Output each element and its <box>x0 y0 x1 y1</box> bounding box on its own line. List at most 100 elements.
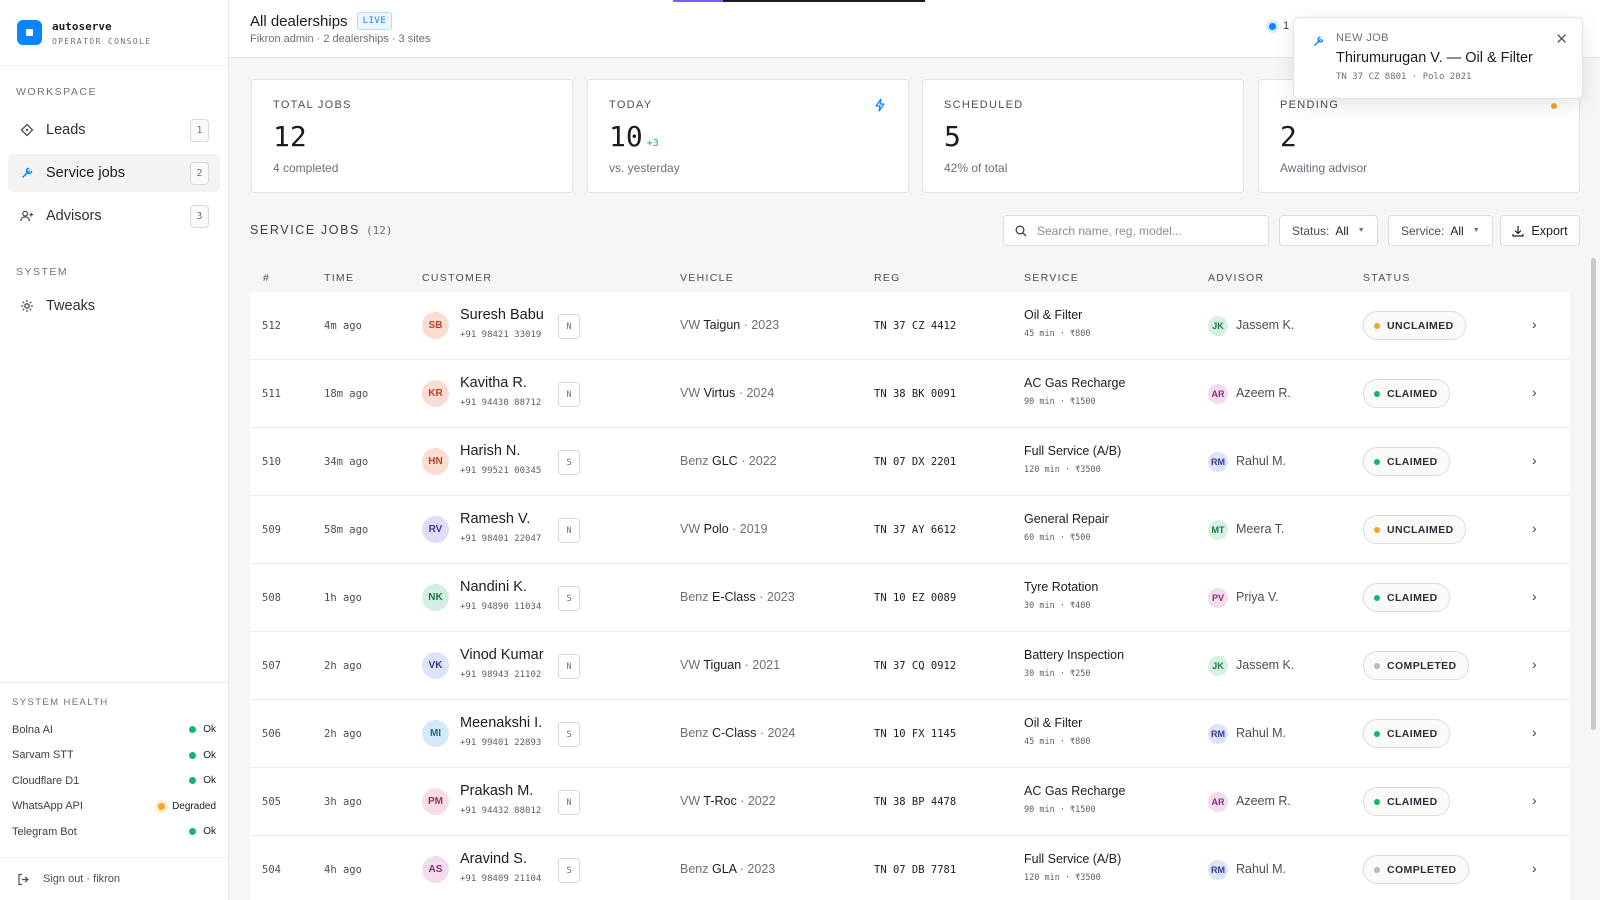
stat-note: 42% of total <box>944 161 1008 175</box>
search-input[interactable] <box>1037 223 1257 238</box>
chevron-right-icon[interactable]: › <box>1532 724 1537 740</box>
status-badge: CLAIMED <box>1363 583 1450 612</box>
customer-name: Ramesh V. <box>460 511 531 527</box>
job-number: 509 <box>262 524 281 536</box>
stat-card-today: TODAY 10 +3 vs. yesterday <box>587 79 909 193</box>
chevron-right-icon[interactable]: › <box>1532 384 1537 400</box>
table-row[interactable]: 505 3h ago PM Prakash M. +91 94432 88012… <box>250 768 1570 836</box>
job-time: 4h ago <box>324 864 362 876</box>
health-row: Bolna AI Ok <box>0 717 228 743</box>
customer-tag: N <box>558 654 580 679</box>
status-filter-dropdown[interactable]: Status: All ▼ <box>1279 215 1378 246</box>
avatar: KR <box>422 380 449 407</box>
stat-label: TOTAL JOBS <box>273 99 352 111</box>
chevron-right-icon[interactable]: › <box>1532 656 1537 672</box>
avatar: MI <box>422 720 449 747</box>
notification-indicator[interactable]: 1 <box>1269 20 1289 32</box>
sidebar-item-service-jobs[interactable]: Service jobs 2 <box>8 154 220 192</box>
table-row[interactable]: 504 4h ago AS Aravind S. +91 98409 21104… <box>250 836 1570 900</box>
close-icon[interactable]: ✕ <box>1555 31 1568 48</box>
avatar: AS <box>422 856 449 883</box>
chevron-right-icon[interactable]: › <box>1532 452 1537 468</box>
chevron-right-icon[interactable]: › <box>1532 316 1537 332</box>
customer-tag: N <box>558 382 580 407</box>
vehicle-model: Taigun <box>703 318 741 332</box>
vehicle-year: · 2024 <box>738 386 775 400</box>
customer-tag: S <box>558 586 580 611</box>
stat-label: PENDING <box>1280 99 1340 111</box>
table-row[interactable]: 508 1h ago NK Nandini K. +91 94890 11034… <box>250 564 1570 632</box>
new-job-toast[interactable]: NEW JOB Thirumurugan V. — Oil & Filter T… <box>1293 17 1583 99</box>
table-row[interactable]: 510 34m ago HN Harish N. +91 99521 00345… <box>250 428 1570 496</box>
table-row[interactable]: 506 2h ago MI Meenakshi I. +91 99401 228… <box>250 700 1570 768</box>
vehicle-model: E-Class <box>711 590 756 604</box>
section-title: SERVICE JOBS (12) <box>250 223 392 237</box>
section-count: (12) <box>365 224 393 237</box>
filter-value: All <box>1450 223 1464 238</box>
service-name: Battery Inspection <box>1024 648 1125 662</box>
customer-phone: +91 94430 88712 <box>460 398 542 408</box>
table-row[interactable]: 509 58m ago RV Ramesh V. +91 98401 22047… <box>250 496 1570 564</box>
brand[interactable]: autoserve OPERATOR CONSOLE <box>0 0 228 66</box>
sign-out-button[interactable]: Sign out · fikron <box>0 857 228 900</box>
health-status-text: Ok <box>203 749 216 761</box>
table-row[interactable]: 512 4m ago SB Suresh Babu +91 98421 3301… <box>250 292 1570 360</box>
registration: TN 37 AY 6612 <box>874 524 957 536</box>
customer-phone: +91 94432 88012 <box>460 806 542 816</box>
table-row[interactable]: 511 18m ago KR Kavitha R. +91 94430 8871… <box>250 360 1570 428</box>
advisor-name: Jassem K. <box>1236 318 1295 332</box>
service-filter-dropdown[interactable]: Service: All ▼ <box>1388 215 1493 246</box>
vehicle: VW Taigun · 2023 <box>680 318 779 332</box>
column-header: CUSTOMER <box>422 272 493 284</box>
avatar: PM <box>422 788 449 815</box>
toast-label: NEW JOB <box>1336 32 1389 44</box>
vehicle-model: Polo <box>703 522 729 536</box>
status-dot <box>1374 662 1380 669</box>
status-dot <box>1374 526 1380 533</box>
sidebar-item-advisors[interactable]: Advisors 3 <box>8 197 220 235</box>
advisor-name: Priya V. <box>1236 590 1279 604</box>
status-text: CLAIMED <box>1387 727 1438 740</box>
health-service-name: Sarvam STT <box>12 749 74 762</box>
customer-name: Kavitha R. <box>460 375 527 391</box>
health-row: Cloudflare D1 Ok <box>0 768 228 794</box>
chevron-right-icon[interactable]: › <box>1532 860 1537 876</box>
status-dot <box>1374 458 1380 465</box>
job-time: 3h ago <box>324 796 362 808</box>
vehicle-year: · 2024 <box>759 726 796 740</box>
chevron-right-icon[interactable]: › <box>1532 792 1537 808</box>
toast-title: Thirumurugan V. — Oil & Filter <box>1336 50 1533 66</box>
vehicle-model: C-Class <box>711 726 757 740</box>
scrollbar[interactable] <box>1591 258 1596 730</box>
customer-phone: +91 98421 33019 <box>460 330 542 340</box>
job-time: 2h ago <box>324 660 362 672</box>
job-number: 506 <box>262 728 281 740</box>
stat-label: TODAY <box>609 99 653 111</box>
status-text: COMPLETED <box>1387 863 1457 876</box>
service-meta: 120 min · ₹3500 <box>1024 465 1101 475</box>
chevron-right-icon[interactable]: › <box>1532 588 1537 604</box>
advisor-name: Rahul M. <box>1236 726 1287 740</box>
chevron-right-icon[interactable]: › <box>1532 520 1537 536</box>
service-meta: 120 min · ₹3500 <box>1024 873 1101 883</box>
search-box[interactable] <box>1003 215 1269 246</box>
export-button[interactable]: Export <box>1500 215 1580 246</box>
sign-out-icon <box>17 873 30 886</box>
column-header: TIME <box>324 272 355 284</box>
page-title[interactable]: All dealerships LIVE <box>250 12 393 30</box>
page-title-text: All dealerships <box>250 12 348 30</box>
service-name: Full Service (A/B) <box>1024 444 1122 458</box>
brand-subtitle: OPERATOR CONSOLE <box>52 36 152 46</box>
health-row: Telegram Bot Ok <box>0 819 228 845</box>
health-row: Sarvam STT Ok <box>0 743 228 769</box>
advisor-name: Azeem R. <box>1236 794 1291 808</box>
job-time: 2h ago <box>324 728 362 740</box>
sidebar-item-leads[interactable]: Leads 1 <box>8 111 220 149</box>
advisor-avatar: RM <box>1208 724 1228 744</box>
sidebar-item-tweaks[interactable]: Tweaks <box>8 287 220 325</box>
job-number: 511 <box>262 388 281 400</box>
wrench-icon <box>1312 35 1325 53</box>
vehicle: Benz E-Class · 2023 <box>680 590 795 604</box>
table-row[interactable]: 507 2h ago VK Vinod Kumar +91 98943 2110… <box>250 632 1570 700</box>
nav-count-badge: 1 <box>190 118 209 142</box>
